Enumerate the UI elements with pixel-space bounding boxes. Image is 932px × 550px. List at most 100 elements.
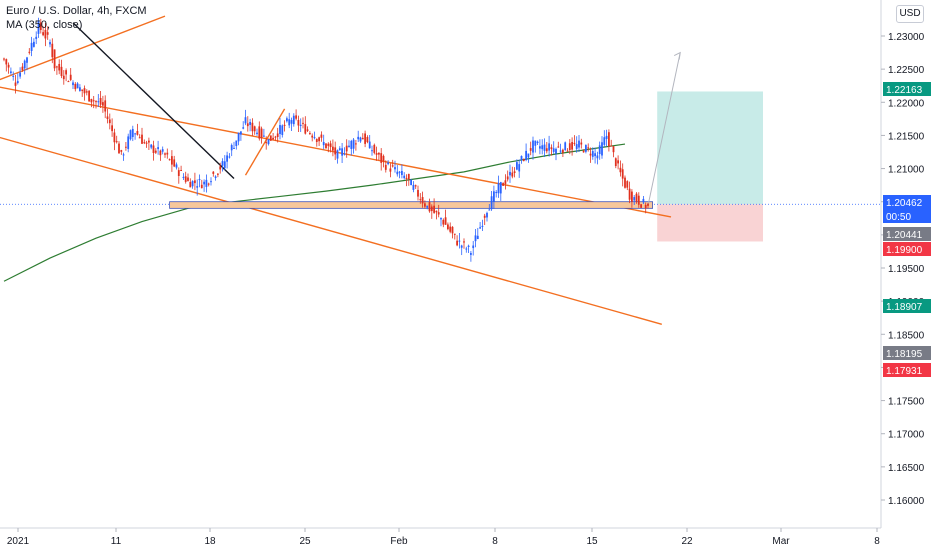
candle-body <box>573 142 576 144</box>
candle-body <box>647 203 649 206</box>
candle-body <box>281 125 284 135</box>
candle-body <box>214 176 217 178</box>
candle-body <box>361 137 364 140</box>
candle-body <box>456 240 458 246</box>
price-tick-label: 1.17000 <box>888 430 925 441</box>
candle-body <box>97 101 100 103</box>
candle-body <box>207 183 210 185</box>
price-tick-label: 1.23000 <box>888 32 925 43</box>
candle-body <box>168 159 171 161</box>
indicator-label[interactable]: MA (350, close) <box>6 19 83 31</box>
candle-body <box>251 122 254 132</box>
candle-body <box>470 253 472 255</box>
candle-body <box>479 227 481 229</box>
trend-line-3 <box>72 22 235 180</box>
candle-body <box>74 83 77 90</box>
candle-body <box>10 71 12 73</box>
candle-body <box>564 142 567 150</box>
candle-body <box>516 162 518 170</box>
price-labels: 1.22163 1.20462 00:50 1.20441 1.19900 1.18907… <box>883 82 931 377</box>
candle-body <box>187 177 189 181</box>
candle-body <box>136 130 139 135</box>
candle-body <box>189 181 192 188</box>
candle-body <box>240 131 242 135</box>
candle-body <box>380 153 383 163</box>
price-tick-label: 1.21000 <box>888 165 925 176</box>
candle-body <box>85 91 88 93</box>
candle-body <box>509 171 511 176</box>
time-tick-label: 15 <box>586 536 598 547</box>
zones-layer <box>0 91 881 242</box>
candle-body <box>223 161 226 168</box>
candle-body <box>180 170 182 172</box>
candle-body <box>30 42 33 51</box>
candle-body <box>394 167 396 170</box>
symbol-title: Euro / U.S. Dollar, 4h, FXCM <box>6 5 147 17</box>
candle-body <box>173 159 176 167</box>
time-axis[interactable]: 2021 11 18 25 Feb 8 15 22 Mar 8 <box>7 528 880 547</box>
candle-body <box>194 180 196 184</box>
candle-body <box>557 146 560 148</box>
candle-body <box>256 132 258 134</box>
candle-body <box>230 145 233 151</box>
candle-body <box>115 141 118 143</box>
candle-body <box>504 180 507 184</box>
candle-body <box>145 142 148 144</box>
candle-body <box>14 82 17 86</box>
time-tick-label: 22 <box>681 536 693 547</box>
candle-body <box>460 245 463 248</box>
candle-body <box>219 166 222 170</box>
candle-body <box>580 142 583 145</box>
candle-body <box>582 150 585 153</box>
candle-body <box>532 140 534 153</box>
candle-body <box>295 115 297 119</box>
candle-body <box>612 146 615 153</box>
candle-body <box>141 134 143 144</box>
candle-body <box>184 176 187 182</box>
candle-body <box>260 128 263 138</box>
price-label-bg <box>883 346 931 360</box>
candle-body <box>428 202 431 212</box>
candle-body <box>350 140 353 149</box>
candle-body <box>150 144 153 148</box>
candle-body <box>72 82 74 86</box>
candle-body <box>401 170 403 175</box>
candle-body <box>610 145 613 147</box>
candle-body <box>253 126 256 132</box>
currency-badge[interactable]: USD <box>896 5 924 23</box>
candle-body <box>640 204 642 208</box>
candle-body <box>26 57 28 63</box>
candle-body <box>327 143 330 146</box>
candle-body <box>562 149 564 153</box>
candle-body <box>164 153 166 155</box>
candle-body <box>113 132 116 143</box>
candle-body <box>3 58 5 60</box>
candle-body <box>67 81 70 83</box>
candle-body <box>644 204 647 209</box>
price-label-bg <box>883 195 931 209</box>
price-label-bg <box>883 227 931 241</box>
candle-body <box>371 150 373 152</box>
candle-body <box>373 144 376 153</box>
candle-body <box>364 133 366 144</box>
candle-body <box>267 139 270 145</box>
price-axis[interactable]: 1.230001.225001.220001.215001.210001.205… <box>881 32 925 507</box>
candle-body <box>235 140 238 147</box>
candle-body <box>157 147 159 150</box>
candle-body <box>426 205 429 208</box>
candle-body <box>430 206 433 212</box>
candle-body <box>313 137 316 139</box>
candle-body <box>283 124 286 126</box>
candle-body <box>28 51 31 53</box>
candle-body <box>421 197 424 204</box>
candle-body <box>65 70 67 75</box>
price-label-current: 1.20462 <box>886 198 923 209</box>
candle-body <box>60 66 63 77</box>
time-tick-label: 2021 <box>7 536 30 547</box>
candle-body <box>35 36 38 39</box>
candle-body <box>21 66 24 70</box>
candle-body <box>357 136 360 140</box>
price-label-grey: 1.20441 <box>886 230 923 241</box>
